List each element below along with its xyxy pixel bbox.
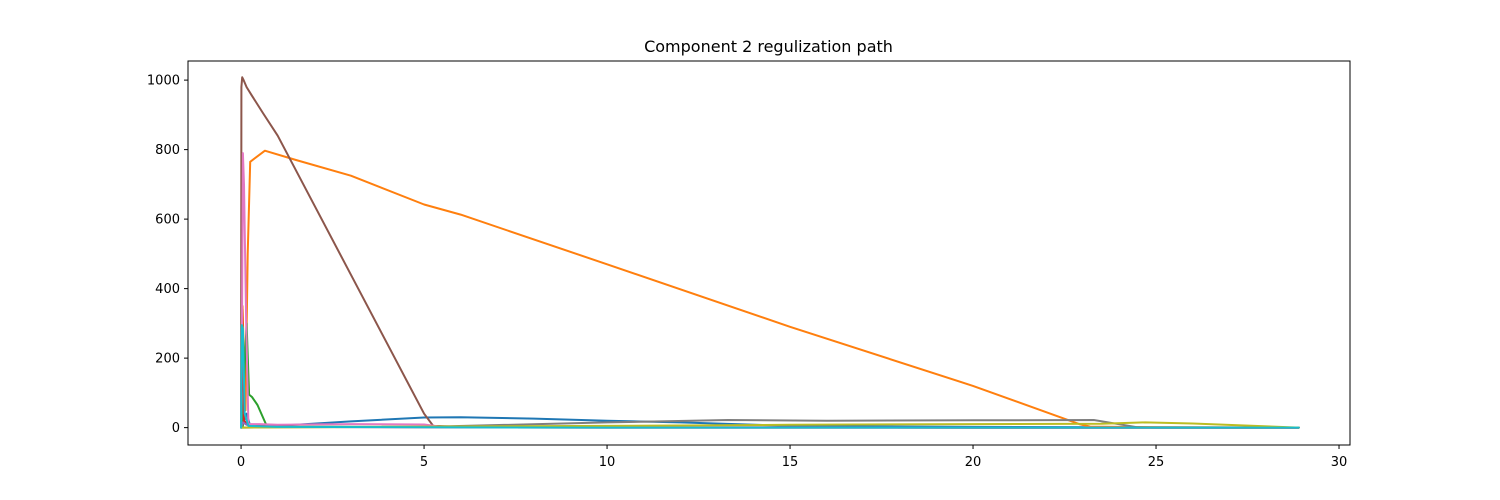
y-tick-label: 600: [155, 213, 180, 228]
chart-title: Component 2 regulization path: [644, 37, 893, 56]
series-line-10: [240, 324, 1300, 429]
y-tick-label: 1000: [147, 74, 180, 89]
series-layer: [240, 76, 1300, 429]
tick-layer: 0 5 10 15 20 25 30 0 200 400 600 800 1000: [147, 74, 1347, 470]
series-line-2: [240, 149, 1300, 429]
x-tick-label: 0: [237, 455, 245, 470]
plot-area-frame: [187, 60, 1351, 446]
y-tick-label: 200: [155, 352, 180, 367]
series-line-9: [240, 421, 1300, 429]
x-tick-label: 20: [965, 455, 982, 470]
x-tick-label: 10: [599, 455, 616, 470]
y-tick-label: 0: [172, 421, 180, 436]
y-tick-label: 800: [155, 143, 180, 158]
y-tick-label: 400: [155, 282, 180, 297]
x-tick-label: 5: [420, 455, 428, 470]
x-tick-label: 15: [782, 455, 799, 470]
x-tick-label: 30: [1331, 455, 1348, 470]
x-tick-label: 25: [1148, 455, 1165, 470]
